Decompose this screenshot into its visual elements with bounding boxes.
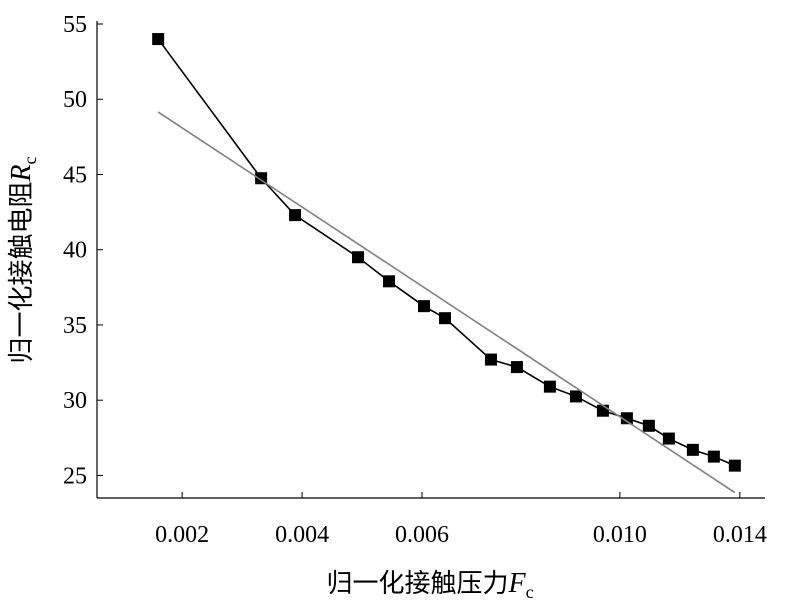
x-tick-label: 0.010 [593,522,647,548]
marker [417,300,430,313]
marker [438,312,451,325]
marker [352,251,365,264]
marker [642,419,655,432]
y-tick-label: 50 [63,87,87,113]
y-label-text: 归一化接触电阻 [7,182,37,364]
marker [707,450,720,463]
x-tick-label: 0.004 [275,522,329,548]
marker [289,209,302,222]
marker [484,353,497,366]
marker [620,412,633,425]
marker [596,404,609,417]
y-axis-label: 归一化接触电阻Rc [6,156,40,363]
x-label-sub: c [526,582,534,602]
x-label-text: 归一化接触压力 [326,569,508,599]
marker [569,390,582,403]
y-tick-label: 25 [63,463,87,489]
marker [662,432,675,445]
y-tick-label: 40 [63,238,87,264]
y-tick-label: 35 [63,313,87,339]
marker [543,380,556,393]
x-tick-label: 0.006 [395,522,449,548]
marker [728,459,741,472]
x-axis-label: 归一化接触压力Fc [326,568,533,602]
marker [686,443,699,456]
series-line [157,38,736,467]
y-tick-label: 45 [63,162,87,188]
x-label-var: F [507,568,526,599]
y-label-sub: c [20,156,40,164]
marker [152,33,165,46]
x-tick-label: 0.014 [713,522,767,548]
marker [383,275,396,288]
x-tick-label: 0.002 [155,522,209,548]
y-tick-label: 30 [63,388,87,414]
series-line [157,111,736,494]
marker [255,172,268,185]
y-tick-label: 55 [63,12,87,38]
marker [510,361,523,374]
y-label-var: R [6,164,37,182]
